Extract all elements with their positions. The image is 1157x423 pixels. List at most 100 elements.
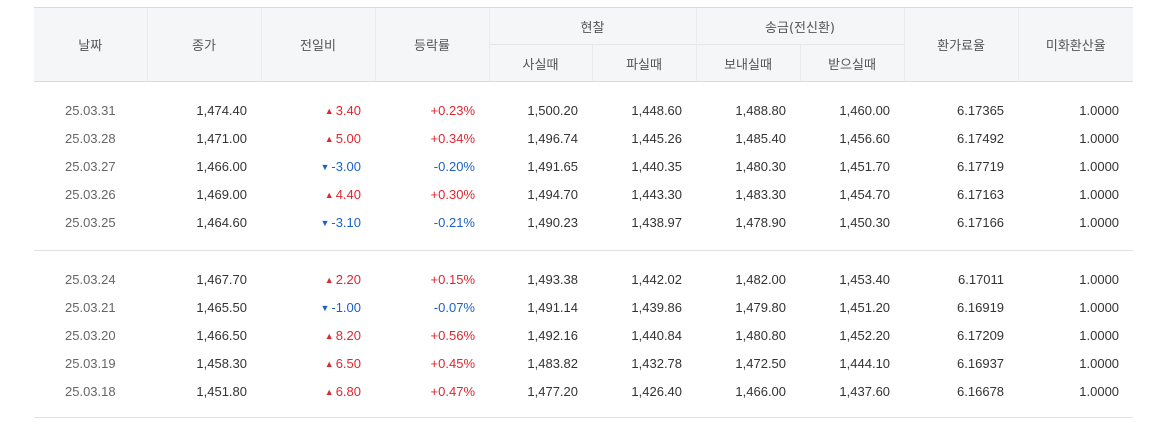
cell-fx-ratio: 6.16919 bbox=[957, 299, 1005, 315]
cell-cash-buy: 1,483.82 bbox=[527, 355, 578, 371]
cell-date: 25.03.24 bbox=[65, 271, 116, 287]
change-value: 6.50 bbox=[335, 355, 361, 371]
header-rate: 등락률 bbox=[374, 7, 489, 82]
table-header: 날짜 종가 전일비 등락률 현찰 송금(전신환) 환가료율 미화환산율 사실때 … bbox=[34, 7, 1134, 82]
cell-fx-ratio: 6.17492 bbox=[957, 130, 1005, 146]
header-usd-rate: 미화환산율 bbox=[1017, 7, 1134, 82]
cell-fx-ratio: 6.17011 bbox=[958, 271, 1005, 287]
cell-date: 25.03.20 bbox=[65, 327, 116, 343]
cell-cash-buy: 1,477.20 bbox=[527, 383, 578, 399]
cell-remit-receive: 1,452.20 bbox=[839, 327, 891, 343]
cell-cash-sell: 1,432.78 bbox=[631, 355, 683, 371]
cell-remit-receive: 1,456.60 bbox=[839, 130, 891, 146]
cell-usd-rate: 1.0000 bbox=[1079, 271, 1120, 287]
triangle-up-icon: ▲ bbox=[324, 189, 334, 200]
cell-remit-receive: 1,444.10 bbox=[839, 355, 891, 371]
cell-close: 1,469.00 bbox=[196, 186, 247, 202]
cell-usd-rate: 1.0000 bbox=[1079, 327, 1120, 343]
cell-rate: +0.30% bbox=[430, 186, 475, 202]
exchange-rate-table: 날짜 종가 전일비 등락률 현찰 송금(전신환) 환가료율 미화환산율 사실때 … bbox=[34, 7, 1134, 419]
header-close: 종가 bbox=[146, 7, 261, 82]
cell-usd-rate: 1.0000 bbox=[1079, 186, 1120, 202]
triangle-up-icon: ▲ bbox=[324, 330, 334, 341]
cell-remit-send: 1,483.30 bbox=[735, 186, 787, 202]
change-value: 4.40 bbox=[335, 186, 361, 202]
cell-date: 25.03.31 bbox=[65, 102, 116, 118]
cell-remit-receive: 1,437.60 bbox=[839, 383, 891, 399]
group-spacer bbox=[34, 251, 1133, 266]
cell-close: 1,458.30 bbox=[196, 355, 247, 371]
cell-change: ▼ -3.00 bbox=[261, 152, 375, 180]
cell-usd-rate: 1.0000 bbox=[1079, 158, 1120, 174]
header-remit: 송금(전신환) bbox=[695, 7, 905, 45]
group-divider bbox=[34, 250, 1134, 251]
cell-close: 1,467.70 bbox=[196, 271, 247, 287]
cell-fx-ratio: 6.16678 bbox=[957, 383, 1005, 399]
cell-rate: +0.56% bbox=[430, 327, 475, 343]
cell-change: ▲ 8.20 bbox=[261, 321, 375, 349]
change-value: -3.10 bbox=[331, 214, 361, 230]
table-row: 25.03.21 1,465.50 ▼ -1.00 -0.07% 1,491.14 1,43… bbox=[34, 293, 1133, 321]
cell-remit-receive: 1,450.30 bbox=[839, 214, 891, 230]
cell-close: 1,466.50 bbox=[196, 327, 247, 343]
triangle-up-icon: ▲ bbox=[324, 133, 334, 144]
cell-cash-sell: 1,426.40 bbox=[631, 383, 683, 399]
cell-remit-receive: 1,460.00 bbox=[839, 102, 891, 118]
table-bottom-divider bbox=[34, 417, 1133, 418]
cell-date: 25.03.26 bbox=[65, 186, 116, 202]
table-row: 25.03.28 1,471.00 ▲ 5.00 +0.34% 1,496.74 1,445… bbox=[34, 124, 1133, 152]
header-cash-sell: 파실때 bbox=[591, 44, 697, 82]
header-cash: 현찰 bbox=[488, 7, 697, 45]
table-row: 25.03.24 1,467.70 ▲ 2.20 +0.15% 1,493.38 1,442… bbox=[34, 265, 1133, 293]
cell-date: 25.03.19 bbox=[65, 355, 116, 371]
cell-cash-sell: 1,445.26 bbox=[631, 130, 683, 146]
cell-change: ▲ 6.80 bbox=[261, 377, 375, 405]
cell-usd-rate: 1.0000 bbox=[1079, 383, 1120, 399]
group-spacer bbox=[34, 82, 1133, 97]
exchange-rate-table-container: 날짜 종가 전일비 등락률 현찰 송금(전신환) 환가료율 미화환산율 사실때 … bbox=[34, 7, 1134, 419]
change-value: 2.20 bbox=[335, 271, 361, 287]
cell-close: 1,474.40 bbox=[196, 102, 247, 118]
cell-change: ▲ 2.20 bbox=[261, 265, 375, 293]
change-value: 3.40 bbox=[335, 102, 361, 118]
cell-remit-send: 1,488.80 bbox=[735, 102, 787, 118]
cell-cash-buy: 1,492.16 bbox=[527, 327, 578, 343]
cell-cash-sell: 1,440.35 bbox=[631, 158, 683, 174]
cell-date: 25.03.21 bbox=[65, 299, 116, 315]
change-value: -1.00 bbox=[331, 299, 361, 315]
cell-date: 25.03.27 bbox=[65, 158, 116, 174]
cell-change: ▲ 5.00 bbox=[261, 124, 375, 152]
group-spacer bbox=[34, 236, 1133, 250]
cell-change: ▲ 4.40 bbox=[261, 180, 375, 208]
cell-fx-ratio: 6.17719 bbox=[957, 158, 1005, 174]
cell-rate: +0.23% bbox=[430, 102, 475, 118]
cell-cash-buy: 1,491.65 bbox=[527, 158, 578, 174]
cell-date: 25.03.18 bbox=[65, 383, 116, 399]
triangle-up-icon: ▲ bbox=[324, 386, 334, 397]
triangle-down-icon: ▼ bbox=[320, 161, 330, 172]
table-row: 25.03.31 1,474.40 ▲ 3.40 +0.23% 1,500.20 1,448… bbox=[34, 96, 1133, 124]
change-value: 5.00 bbox=[335, 130, 361, 146]
cell-rate: -0.07% bbox=[433, 299, 475, 315]
cell-remit-send: 1,482.00 bbox=[735, 271, 787, 287]
cell-change: ▼ -1.00 bbox=[261, 293, 375, 321]
table-row: 25.03.26 1,469.00 ▲ 4.40 +0.30% 1,494.70 1,443… bbox=[34, 180, 1133, 208]
cell-remit-receive: 1,454.70 bbox=[839, 186, 891, 202]
change-value: -3.00 bbox=[331, 158, 361, 174]
cell-remit-receive: 1,453.40 bbox=[839, 271, 891, 287]
cell-usd-rate: 1.0000 bbox=[1079, 214, 1120, 230]
cell-cash-buy: 1,491.14 bbox=[527, 299, 578, 315]
cell-cash-sell: 1,442.02 bbox=[631, 271, 683, 287]
cell-rate: +0.34% bbox=[430, 130, 475, 146]
cell-close: 1,465.50 bbox=[196, 299, 247, 315]
cell-change: ▼ -3.10 bbox=[261, 208, 375, 236]
cell-usd-rate: 1.0000 bbox=[1079, 130, 1120, 146]
cell-cash-buy: 1,493.38 bbox=[527, 271, 578, 287]
cell-cash-buy: 1,496.74 bbox=[527, 130, 578, 146]
cell-remit-send: 1,485.40 bbox=[735, 130, 787, 146]
cell-fx-ratio: 6.16937 bbox=[957, 355, 1005, 371]
table-row: 25.03.25 1,464.60 ▼ -3.10 -0.21% 1,490.23 1,43… bbox=[34, 208, 1133, 236]
cell-cash-buy: 1,494.70 bbox=[527, 186, 578, 202]
triangle-down-icon: ▼ bbox=[320, 217, 330, 228]
cell-fx-ratio: 6.17166 bbox=[957, 214, 1005, 230]
